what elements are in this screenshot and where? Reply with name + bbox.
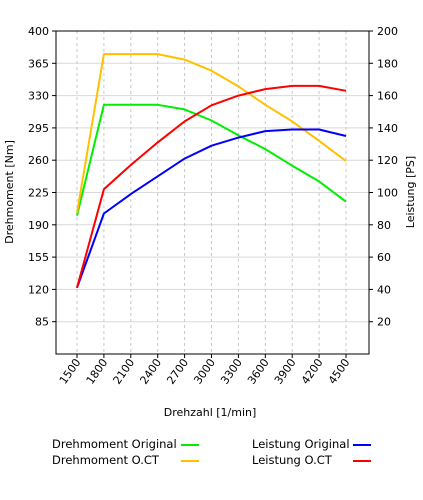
series-line-drehmoment-o-ct (76, 53, 347, 213)
x-tick-label: 3000 (191, 356, 218, 386)
legend-item-leistung-oct: Leistung O.CT (252, 453, 332, 467)
right-tick-label: 140 (377, 122, 398, 135)
legend-item-drehmoment-original: Drehmoment Original (52, 437, 177, 451)
legend-swatch-yellow (181, 460, 199, 462)
right-tick-label: 200 (377, 25, 398, 38)
legend-item-drehmoment-oct: Drehmoment O.CT (52, 453, 159, 467)
x-tick-label: 1800 (84, 356, 111, 386)
right-tick-label: 80 (377, 219, 391, 232)
right-tick-label: 60 (377, 251, 391, 264)
left-tick-label: 120 (28, 283, 49, 296)
right-tick-label: 100 (377, 187, 398, 200)
left-tick-label: 155 (28, 251, 49, 264)
x-axis-label: Drehzahl [1/min] (164, 406, 257, 419)
right-tick-label: 180 (377, 57, 398, 70)
legend-label: Drehmoment Original (52, 437, 177, 451)
legend-label: Leistung O.CT (252, 453, 332, 467)
right-tick-label: 160 (377, 90, 398, 103)
left-axis-ticks: 85 120 155 190 225 260 295 330 365 400 (28, 25, 56, 329)
series-line-drehmoment-original (76, 103, 347, 216)
left-tick-label: 365 (28, 57, 49, 70)
left-tick-label: 260 (28, 154, 49, 167)
right-axis-label: Leistung [PS] (404, 156, 417, 228)
x-axis-ticks: 1500 1800 2100 2400 2700 3000 3300 3600 3900 4200… (57, 354, 353, 387)
series-line-leistung-o-ct (76, 84, 347, 289)
right-tick-label: 20 (377, 316, 391, 329)
series-lines (76, 53, 347, 289)
right-tick-label: 120 (377, 154, 398, 167)
right-tick-label: 40 (377, 283, 391, 296)
x-tick-label: 3300 (218, 356, 245, 386)
legend-label: Leistung Original (252, 437, 350, 451)
legend-label: Drehmoment O.CT (52, 453, 159, 467)
x-tick-label: 4500 (326, 356, 353, 386)
legend-swatch-red (353, 460, 371, 462)
left-tick-label: 190 (28, 219, 49, 232)
x-tick-label: 4200 (299, 356, 326, 386)
x-tick-label: 3600 (245, 356, 272, 386)
left-tick-label: 295 (28, 122, 49, 135)
x-tick-label: 2400 (137, 356, 164, 386)
left-tick-label: 225 (28, 187, 49, 200)
left-tick-label: 400 (28, 25, 49, 38)
left-axis-label: Drehmoment [Nm] (3, 140, 16, 244)
right-axis-ticks: 20 40 60 80 100 120 140 160 180 200 (369, 25, 398, 329)
x-tick-label: 2700 (164, 356, 191, 386)
x-tick-label: 2100 (111, 356, 138, 386)
legend-swatch-green (181, 444, 199, 446)
left-tick-label: 85 (35, 316, 49, 329)
x-tick-label: 1500 (57, 356, 84, 386)
legend-swatch-blue (353, 444, 371, 446)
series-line-leistung-original (76, 128, 347, 289)
legend-item-leistung-original: Leistung Original (252, 437, 350, 451)
left-tick-label: 330 (28, 90, 49, 103)
x-tick-label: 3900 (272, 356, 299, 386)
